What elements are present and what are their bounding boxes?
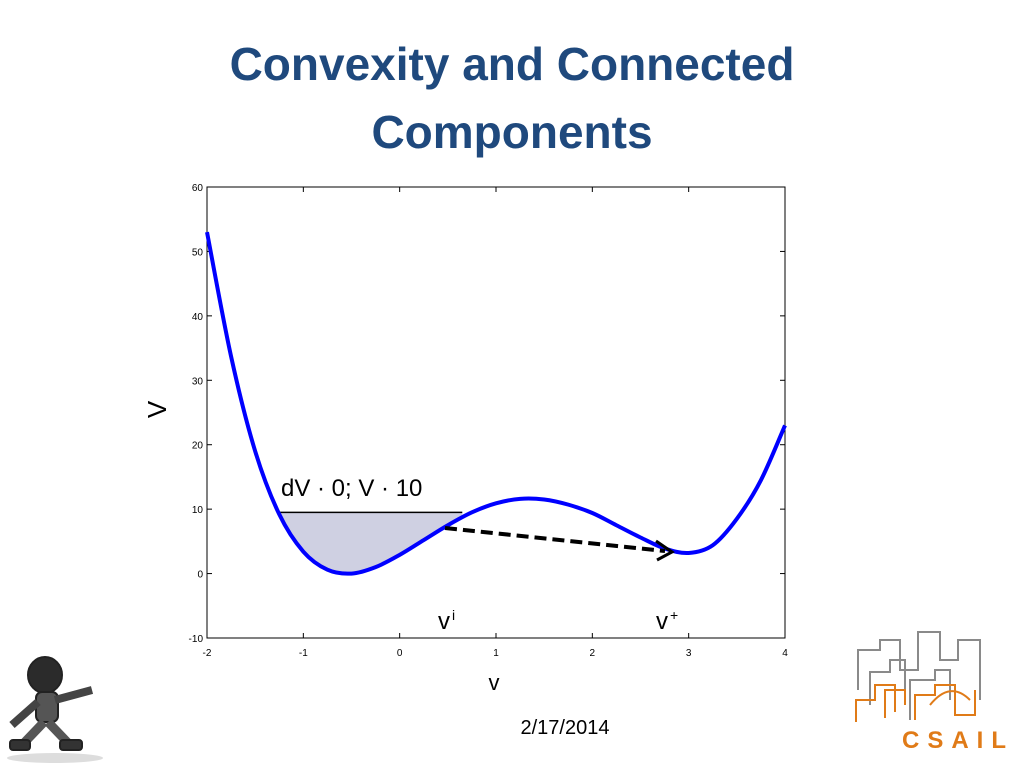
point-label: v [656,608,668,635]
sublevel-region [277,512,463,574]
x-tick-label: 4 [782,648,788,659]
curve [205,231,787,576]
logo-text: CSAIL [902,727,1014,754]
y-tick-label: 40 [192,312,204,323]
slide-date: 2/17/2014 [520,717,610,739]
x-tick-label: 1 [493,648,499,659]
y-tick-label: 20 [192,441,204,452]
y-tick-label: 0 [197,570,203,581]
x-tick-label: -2 [203,648,212,659]
y-tick-label: 60 [192,183,204,194]
y-tick-label: 50 [192,247,204,258]
y-tick-label: 10 [192,505,204,516]
annotation: dV · 0; V · 10 [281,475,422,502]
robot-logo [7,656,103,763]
arrow-head [655,539,675,562]
x-tick-label: 3 [686,648,692,659]
x-tick-label: 0 [397,648,403,659]
x-axis-label: v [489,670,500,695]
plot-area [206,186,786,639]
jump-arrow [444,526,666,553]
y-tick-label: -10 [189,634,204,645]
point-label-sup: i [452,607,455,623]
y-tick-label: 30 [192,376,204,387]
x-tick-label: -1 [299,648,308,659]
slide-title: Convexity and Connected Components [229,38,795,158]
x-tick-label: 2 [590,648,596,659]
y-axis-label: V [142,400,172,418]
point-label-sup: + [670,607,678,623]
point-label: v [438,608,450,635]
csail-logo [855,631,981,722]
